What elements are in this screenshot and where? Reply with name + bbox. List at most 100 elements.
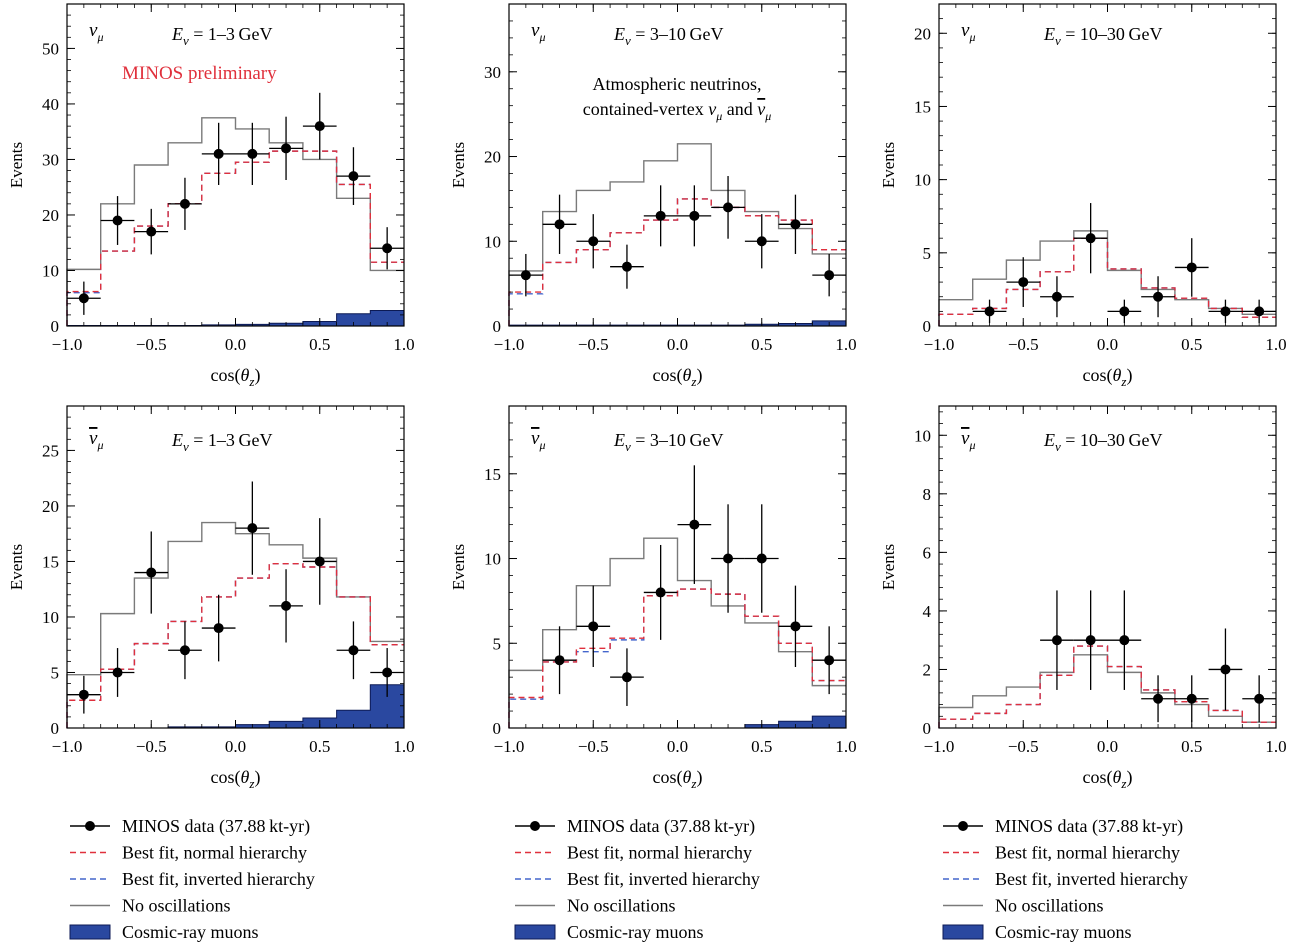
data-marker [1153,693,1164,704]
legend-label: Cosmic-ray muons [995,922,1132,942]
legend-cosmic-swatch [514,924,556,940]
data-point [1073,203,1108,274]
normal-hierarchy-histogram [938,237,1276,326]
data-point [201,594,236,662]
data-point [302,92,337,160]
data-point [744,504,779,613]
data-marker [790,621,801,632]
x-axis-label: cos(θz) [1083,767,1133,791]
x-tick-label: 0.5 [309,737,330,756]
data-marker [824,270,835,281]
x-tick-label: −1.0 [52,335,83,354]
data-marker [1085,635,1096,646]
data-point [677,465,712,584]
y-tick-label: 8 [923,485,932,504]
legend-cosmic-swatch [942,924,984,940]
plot-frame [508,3,847,327]
mu-subscript: μ [96,30,103,44]
data-point [67,281,101,315]
nu-symbol: ν [89,428,98,449]
data-marker [281,143,292,154]
data-marker [554,655,565,666]
data-marker [756,236,767,247]
y-axis-label: Events [7,544,26,590]
x-tick-label: 0.0 [225,737,246,756]
data-marker [179,645,190,656]
data-marker [112,215,123,226]
y-tick-label: 10 [484,232,501,251]
legend-label: Best fit, normal hierarchy [995,843,1180,863]
data-marker [247,148,258,159]
y-axis-label: Events [449,142,468,188]
legend-item: MINOS data (37.88 kt-yr) [943,816,1183,837]
mu-subscript: μ [968,30,975,44]
data-point [812,626,846,695]
data-marker [1220,306,1231,317]
x-tick-label: 0.0 [667,335,688,354]
data-point [711,504,745,613]
y-tick-label: 10 [914,426,931,445]
data-point [778,194,813,254]
data-point [1174,675,1209,723]
y-tick-label: 20 [484,148,501,167]
normal-hierarchy-histogram [66,562,404,728]
data-point [100,648,135,697]
legend-item: Best fit, inverted hierarchy [70,869,315,889]
data-point [168,621,202,680]
data-marker [1119,306,1130,317]
data-marker [588,621,599,632]
data-point [336,621,371,680]
atmospheric-annotation-line2: contained-vertex νμ and νμ [583,99,772,123]
legend-label: MINOS data (37.88 kt-yr) [995,816,1183,837]
data-point [610,648,644,706]
data-marker [382,667,393,678]
data-marker [621,672,632,683]
data-point [269,569,303,643]
legend-cosmic-swatch [69,924,111,940]
normal-hierarchy-histogram [508,588,846,728]
x-tick-label: 1.0 [835,335,856,354]
data-marker [78,293,89,304]
x-tick-label: 0.5 [751,737,772,756]
data-point [972,299,1007,324]
data-point [711,176,745,239]
legend-item: Best fit, inverted hierarchy [943,869,1188,889]
x-tick-label: −0.5 [578,335,609,354]
data-marker [1085,233,1096,244]
data-marker [1220,664,1231,675]
data-point [576,585,611,667]
legend-label: Best fit, inverted hierarchy [567,869,760,889]
x-tick-label: 1.0 [835,737,856,756]
data-marker [824,655,835,666]
data-marker [1119,635,1130,646]
panel-6: −1.0 −0.5 0.0 0.5 1.0 0 2 4 6 8 10 cos(θz) Events νμ E… [879,405,1287,791]
panel-4: −1.0 −0.5 0.0 0.5 1.0 0 5 10 15 20 25 cos(θz) Events… [7,405,415,791]
y-tick-label: 5 [51,663,60,682]
x-tick-label: 1.0 [1265,335,1286,354]
legend-data-marker [530,821,540,831]
particle-label: νμ [531,20,545,44]
data-marker [213,623,224,634]
no-oscillation-histogram [66,117,404,326]
data-marker [1051,291,1062,302]
particle-label: νμ [961,20,975,44]
data-point [1141,675,1175,723]
data-point [1174,238,1209,297]
data-marker [790,219,801,230]
data-marker [146,567,157,578]
data-point [134,531,169,614]
data-marker [1051,635,1062,646]
x-axis-label: cos(θz) [653,365,703,389]
data-point [67,675,101,714]
data-point [336,147,371,205]
data-point [643,185,678,247]
data-marker [689,210,700,221]
x-tick-label: −0.5 [1008,737,1039,756]
legend-1: MINOS data (37.88 kt-yr) Best fit, normal… [69,816,315,942]
y-tick-label: 50 [42,39,59,58]
x-tick-label: 0.0 [1097,737,1118,756]
particle-label: νμ [89,20,103,44]
data-marker [756,553,767,564]
legend-item: MINOS data (37.88 kt-yr) [515,816,755,837]
data-point [1040,276,1074,318]
